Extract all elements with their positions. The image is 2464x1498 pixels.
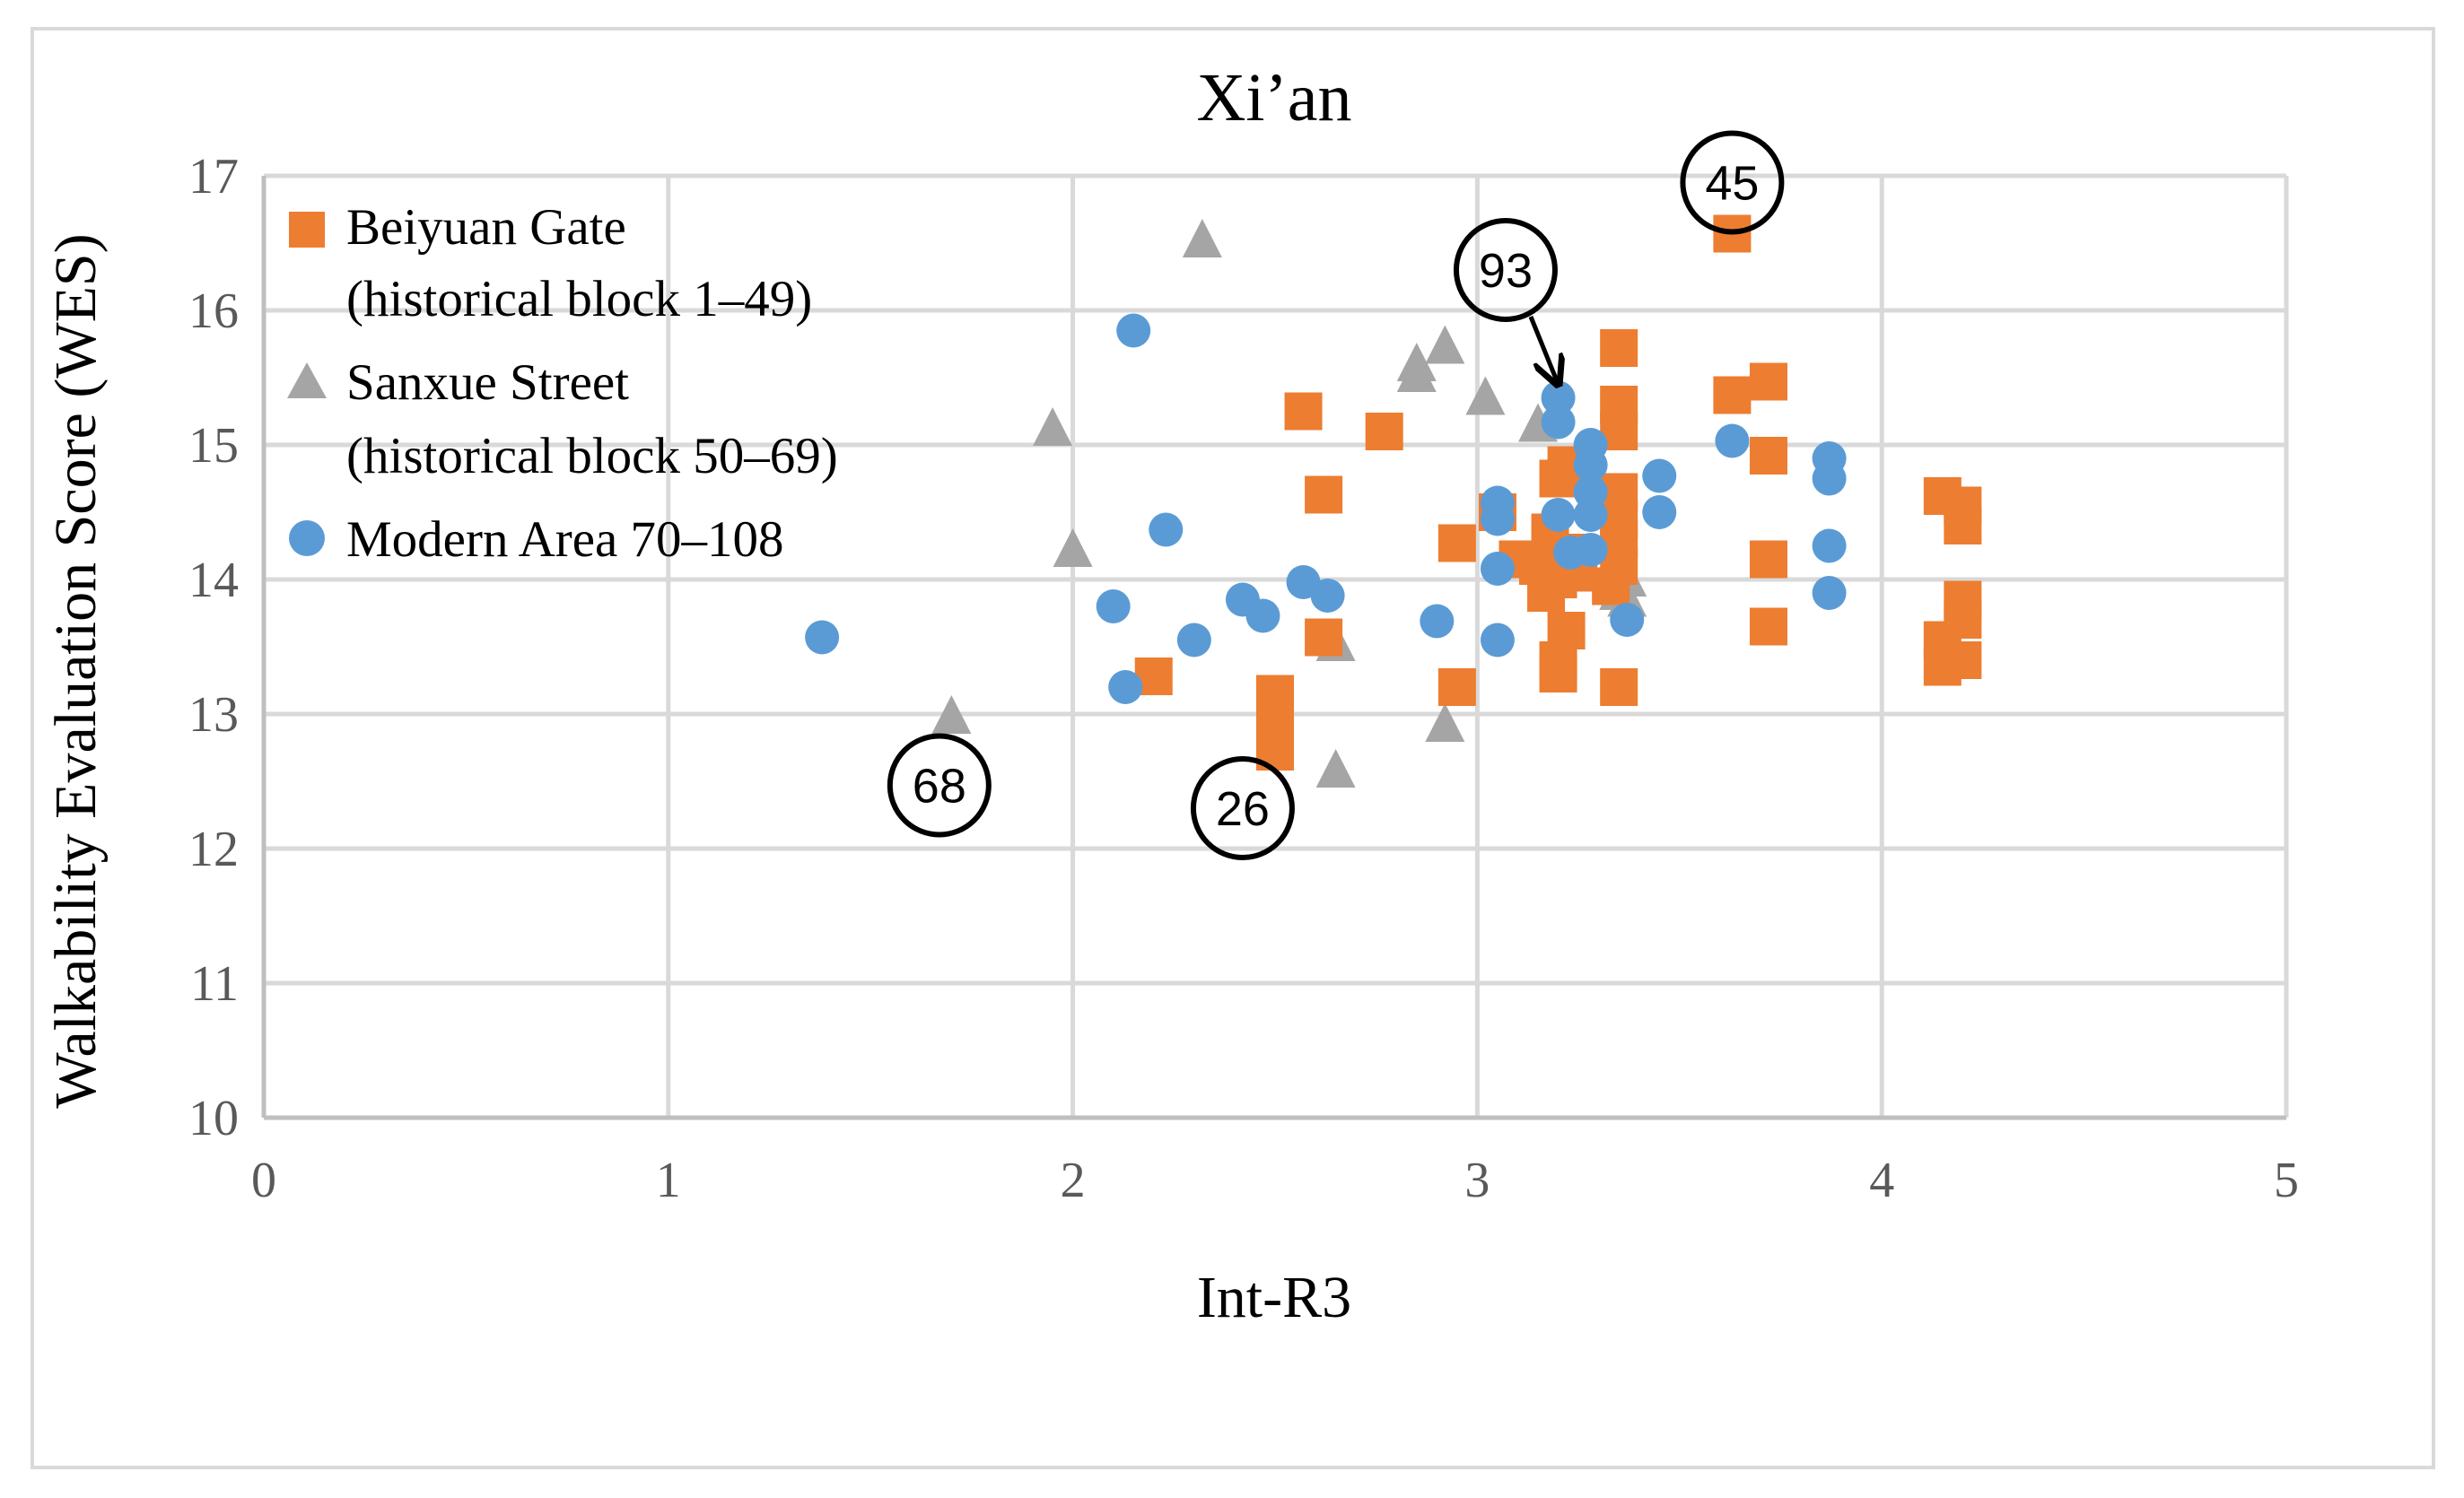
- data-point-modern-area: [1812, 576, 1847, 610]
- y-axis-label: Walkability Evaluation Score (WES): [43, 233, 109, 1108]
- annotation-label: 26: [1216, 782, 1270, 836]
- annotation-circle: [1680, 130, 1785, 235]
- x-tick-label: 4: [1869, 1153, 1894, 1208]
- annotation-label: 93: [1479, 244, 1533, 298]
- annotations: 45 93 68 26: [887, 130, 1785, 860]
- legend-marker-modern-area: [289, 520, 325, 556]
- data-point-modern-area: [1573, 533, 1608, 567]
- annotation-label: 68: [913, 760, 966, 814]
- series-beiyuan-gate: [1134, 214, 1982, 771]
- data-point-beiyuan-gate: [1305, 475, 1343, 514]
- data-point-beiyuan-gate: [1600, 329, 1638, 367]
- data-point-beiyuan-gate: [1944, 507, 1982, 544]
- data-point-sanxue-street: [1053, 528, 1093, 567]
- data-point-sanxue-street: [1396, 353, 1437, 392]
- grid: [264, 173, 2289, 1118]
- data-point-beiyuan-gate: [1749, 607, 1787, 646]
- legend-sublabel-beiyuan-gate: (historical block 1–49): [346, 271, 812, 327]
- data-point-sanxue-street: [1425, 325, 1465, 364]
- data-point-modern-area: [1420, 604, 1455, 639]
- annotation-45: 45: [1680, 130, 1785, 235]
- data-point-modern-area: [1715, 423, 1750, 458]
- annotation-label: 45: [1705, 157, 1759, 211]
- data-point-modern-area: [1812, 528, 1847, 563]
- legend-marker-sanxue-street: [287, 362, 327, 398]
- legend-label-beiyuan-gate: Beiyuan Gate: [346, 199, 626, 256]
- chart-frame: [31, 27, 2435, 1469]
- data-point-beiyuan-gate: [1437, 524, 1476, 562]
- data-point-beiyuan-gate: [1365, 413, 1403, 450]
- data-points: [805, 214, 1982, 788]
- data-point-modern-area: [1541, 405, 1576, 440]
- y-tick-label: 11: [190, 956, 239, 1012]
- data-point-beiyuan-gate: [1437, 668, 1476, 706]
- annotation-circle: [887, 733, 992, 838]
- annotation-arrow: [1528, 316, 1559, 385]
- data-point-modern-area: [1310, 579, 1345, 613]
- data-point-modern-area: [1116, 313, 1151, 348]
- data-point-modern-area: [1812, 461, 1847, 496]
- data-point-beiyuan-gate: [1713, 376, 1752, 414]
- legend-label-sanxue-street: Sanxue Street: [346, 354, 629, 411]
- data-point-modern-area: [1480, 623, 1515, 658]
- data-point-beiyuan-gate: [1749, 362, 1787, 401]
- data-point-modern-area: [1642, 495, 1677, 529]
- x-tick-label: 2: [1061, 1153, 1086, 1208]
- data-point-modern-area: [1096, 589, 1131, 623]
- data-point-sanxue-street: [931, 695, 972, 734]
- x-tick-label: 5: [2274, 1153, 2299, 1208]
- data-point-sanxue-street: [1033, 407, 1073, 446]
- series-modern-area: [805, 313, 1847, 704]
- legend-label-modern-area: Modern Area 70–108: [346, 511, 784, 568]
- y-tick-label: 12: [188, 822, 239, 877]
- data-point-modern-area: [1108, 670, 1143, 704]
- y-tick-label: 10: [188, 1091, 239, 1146]
- data-point-beiyuan-gate: [1284, 392, 1323, 431]
- data-point-modern-area: [805, 620, 840, 655]
- x-tick-label: 1: [656, 1153, 681, 1208]
- data-point-sanxue-street: [1315, 749, 1356, 788]
- data-point-beiyuan-gate: [1600, 668, 1638, 706]
- x-tick-label: 0: [251, 1153, 276, 1208]
- data-point-modern-area: [1480, 501, 1515, 536]
- y-tick-label: 14: [188, 553, 239, 608]
- data-point-beiyuan-gate: [1923, 648, 1962, 686]
- annotation-26: 26: [1190, 756, 1295, 860]
- y-tick-label: 16: [188, 283, 239, 339]
- annotation-circle: [1190, 756, 1295, 860]
- legend-marker-beiyuan-gate: [289, 212, 325, 248]
- data-point-beiyuan-gate: [1749, 437, 1787, 475]
- data-point-modern-area: [1610, 603, 1645, 637]
- legend: Beiyuan Gate (historical block 1–49) San…: [287, 199, 838, 568]
- y-tick-label: 15: [188, 418, 239, 474]
- chart-title: Xi’an: [1196, 60, 1351, 135]
- x-tick-label: 3: [1464, 1153, 1490, 1208]
- data-point-beiyuan-gate: [1592, 567, 1630, 605]
- data-point-modern-area: [1149, 512, 1184, 547]
- data-point-sanxue-street: [1182, 219, 1222, 257]
- annotation-93: 93: [1453, 218, 1559, 385]
- y-tick-label: 13: [188, 687, 239, 743]
- data-point-modern-area: [1480, 552, 1515, 586]
- axes: [261, 176, 2286, 1120]
- data-point-beiyuan-gate: [1749, 540, 1787, 579]
- data-point-sanxue-street: [1425, 703, 1465, 742]
- data-point-beiyuan-gate: [1539, 655, 1577, 692]
- annotation-68: 68: [887, 733, 992, 838]
- data-point-beiyuan-gate: [1305, 618, 1343, 657]
- data-point-modern-area: [1642, 458, 1677, 493]
- annotation-circle: [1453, 218, 1558, 322]
- legend-sublabel-sanxue-street: (historical block 50–69): [346, 428, 838, 484]
- x-axis-label: Int-R3: [1197, 1265, 1351, 1330]
- data-point-modern-area: [1573, 498, 1608, 532]
- y-tick-label: 17: [188, 149, 239, 205]
- data-point-modern-area: [1176, 623, 1211, 658]
- data-point-beiyuan-gate: [1256, 695, 1294, 733]
- data-point-modern-area: [1573, 448, 1608, 483]
- data-point-modern-area: [1541, 498, 1576, 532]
- data-point-sanxue-street: [1465, 376, 1506, 415]
- data-point-modern-area: [1245, 598, 1280, 633]
